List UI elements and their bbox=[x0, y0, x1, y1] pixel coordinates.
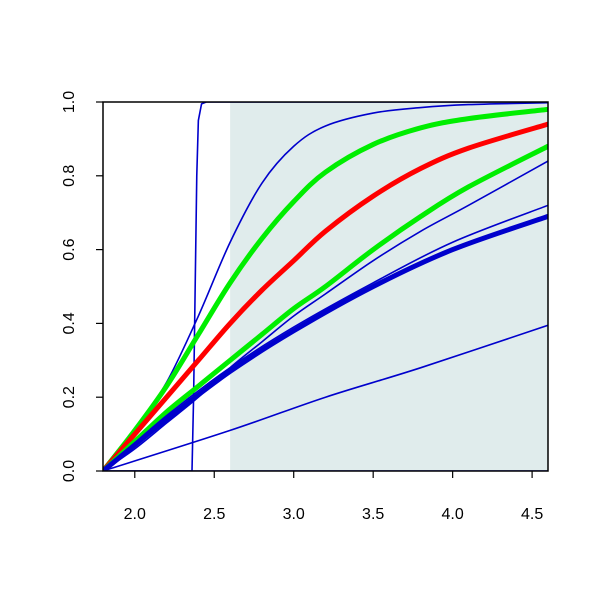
series-line-4 bbox=[103, 121, 548, 471]
y-tick-label-3: 0.6 bbox=[61, 238, 78, 260]
x-tick-label-4: 4.0 bbox=[442, 506, 464, 523]
series-line-5 bbox=[103, 143, 548, 471]
x-tick-label-3: 3.5 bbox=[362, 506, 384, 523]
axes: 2.0 2.5 3.0 3.5 4.0 4.5 0.0 0.2 0.4 0.6 0.8 1.0 bbox=[61, 91, 549, 523]
y-tick-label-0: 0.0 bbox=[61, 460, 78, 482]
series-line-8 bbox=[103, 213, 548, 471]
series-line-6 bbox=[103, 160, 548, 471]
y-tick-label-2: 0.4 bbox=[61, 312, 78, 334]
y-tick-label-1: 0.2 bbox=[61, 386, 78, 408]
x-tick-label-0: 2.0 bbox=[124, 506, 146, 523]
plot-area bbox=[103, 102, 548, 471]
y-tick-label-4: 0.8 bbox=[61, 165, 78, 187]
x-tick-label-1: 2.5 bbox=[203, 506, 225, 523]
series-line-1 bbox=[103, 102, 548, 471]
x-tick-label-2: 3.0 bbox=[283, 506, 305, 523]
plot-frame bbox=[102, 101, 549, 472]
y-tick-label-5: 1.0 bbox=[61, 91, 78, 113]
series-line-3 bbox=[103, 106, 548, 471]
series-line-9 bbox=[103, 324, 548, 471]
series-lines bbox=[103, 102, 548, 471]
series-line-7 bbox=[103, 204, 548, 471]
x-tick-label-5: 4.5 bbox=[521, 506, 543, 523]
shaded-region bbox=[230, 102, 548, 471]
